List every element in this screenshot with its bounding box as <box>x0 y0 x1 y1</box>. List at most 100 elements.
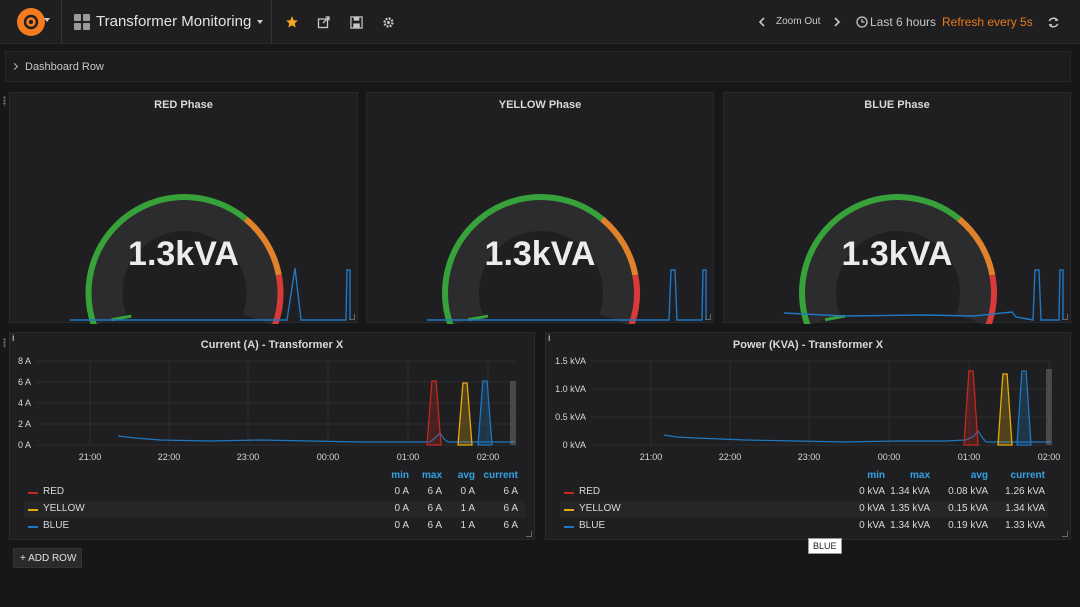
panel-title: Current (A) - Transformer X <box>200 339 344 351</box>
series-name[interactable]: RED <box>43 486 65 497</box>
legend-row-red[interactable]: RED 0 A 6 A 0 A 6 A <box>24 484 526 501</box>
share-icon[interactable] <box>314 12 334 32</box>
legend-header-avg[interactable]: avg <box>457 470 475 481</box>
legend-header-min[interactable]: min <box>867 470 885 481</box>
chevron-left-icon[interactable] <box>752 12 772 32</box>
resize-handle[interactable] <box>526 531 532 537</box>
legend-header-avg[interactable]: avg <box>970 470 988 481</box>
dashboard-picker[interactable]: Transformer Monitoring <box>62 0 272 43</box>
legend-tooltip: BLUE <box>808 538 842 554</box>
current-graph: 8 A 6 A 4 A 2 A 0 A 21:00 22:00 23:00 00:00 01:00… <box>18 356 516 462</box>
row-drag-handle[interactable] <box>3 96 6 106</box>
series-swatch[interactable] <box>28 509 38 511</box>
dashboard-row-header[interactable]: Dashboard Row <box>5 51 1071 82</box>
legend-avg: 0.15 kVA <box>948 503 988 514</box>
y-tick-label: 4 A <box>18 398 31 408</box>
chevron-down-icon <box>257 19 264 24</box>
gauge-crit-band <box>985 274 997 324</box>
legend-max: 6 A <box>427 520 442 531</box>
y-tick-label: 6 A <box>18 377 31 387</box>
legend-header-max[interactable]: max <box>909 470 930 481</box>
legend-row-blue[interactable]: BLUE 0 kVA 1.34 kVA 0.19 kVA 1.33 kVA <box>560 518 1048 535</box>
series-spike-red <box>426 380 442 446</box>
legend-min: 0 kVA <box>859 520 885 531</box>
resize-handle[interactable] <box>1062 531 1068 537</box>
legend-max: 1.34 kVA <box>890 486 930 497</box>
gauge-panel-red: RED Phase 1.3kVA <box>9 92 358 324</box>
gauge-sparkline <box>783 269 1064 321</box>
series-swatch[interactable] <box>28 526 38 528</box>
legend-avg: 1 A <box>460 520 475 531</box>
info-icon[interactable]: i <box>548 333 551 343</box>
legend-min: 0 A <box>394 486 409 497</box>
legend-row-red[interactable]: RED 0 kVA 1.34 kVA 0.08 kVA 1.26 kVA <box>560 484 1048 501</box>
legend-header-current[interactable]: current <box>1010 470 1045 481</box>
legend-current: 6 A <box>503 486 518 497</box>
gauge-value: 1.3kVA <box>128 235 239 273</box>
series-spike-yellow <box>997 373 1013 446</box>
legend-header-max[interactable]: max <box>421 470 442 481</box>
graph-panel-current: i Current (A) - Transformer X 8 A 6 A 4 A 2… <box>9 332 535 540</box>
panel-title: RED Phase <box>154 99 213 111</box>
resize-handle[interactable] <box>705 314 711 320</box>
resize-handle[interactable] <box>1062 314 1068 320</box>
power-graph: 1.5 kVA 1.0 kVA 0.5 kVA 0 kVA 21:00 22:00 23:0… <box>555 356 1060 462</box>
legend-row-blue[interactable]: BLUE 0 A 6 A 1 A 6 A <box>24 518 526 535</box>
series-name[interactable]: YELLOW <box>43 503 85 514</box>
x-tick-label: 23:00 <box>237 452 260 462</box>
star-icon[interactable] <box>282 12 302 32</box>
gauge-crit-band <box>628 274 640 324</box>
legend-avg: 0 A <box>460 486 475 497</box>
gauge-warn-band <box>243 216 282 276</box>
refresh-interval[interactable]: Refresh every 5s <box>942 14 1033 29</box>
grafana-logo[interactable] <box>0 0 62 43</box>
series-spike-blue <box>1016 370 1032 446</box>
series-swatch[interactable] <box>28 492 38 494</box>
time-range-picker[interactable]: Last 6 hours <box>870 14 937 29</box>
legend-current: 1.34 kVA <box>1005 503 1045 514</box>
zoom-out-button[interactable]: Zoom Out <box>776 16 821 27</box>
graph-panel-power: i Power (KVA) - Transformer X 1.5 kVA 1.0… <box>545 332 1071 540</box>
series-name[interactable]: BLUE <box>579 520 606 531</box>
series-swatch[interactable] <box>564 509 574 511</box>
gauge-chart <box>783 194 1064 324</box>
legend-header-current[interactable]: current <box>483 470 518 481</box>
grafana-logo-icon <box>16 7 45 36</box>
legend-header-min[interactable]: min <box>391 470 409 481</box>
gauge-value: 1.3kVA <box>841 235 953 273</box>
gauge-value-indicator <box>824 314 846 322</box>
series-swatch[interactable] <box>564 526 574 528</box>
gauge-crit-band <box>272 274 284 324</box>
gauge-ok-band <box>799 194 962 324</box>
gauge-value: 1.3kVA <box>484 235 596 273</box>
chevron-down-icon <box>44 18 50 22</box>
series-name[interactable]: YELLOW <box>579 503 621 514</box>
series-name[interactable]: RED <box>579 486 601 497</box>
chevron-right-icon[interactable] <box>827 12 847 32</box>
legend-avg: 1 A <box>460 503 475 514</box>
y-tick-label: 2 A <box>18 419 31 429</box>
legend-current: 6 A <box>503 503 518 514</box>
legend-min: 0 kVA <box>859 503 885 514</box>
info-icon[interactable]: i <box>12 333 15 343</box>
legend-avg: 0.19 kVA <box>948 520 988 531</box>
chevron-right-icon <box>10 62 19 71</box>
series-name[interactable]: BLUE <box>43 520 70 531</box>
gauge-value-indicator <box>111 314 132 322</box>
series-swatch[interactable] <box>564 492 574 494</box>
series-edge <box>510 381 516 445</box>
legend-row-yellow[interactable]: YELLOW 0 kVA 1.35 kVA 0.15 kVA 1.34 kVA <box>560 501 1048 518</box>
refresh-icon[interactable] <box>1043 12 1063 32</box>
legend-row-yellow[interactable]: YELLOW 0 A 6 A 1 A 6 A <box>24 501 526 518</box>
x-tick-label: 01:00 <box>397 452 420 462</box>
add-row-button[interactable]: + ADD ROW <box>13 548 82 568</box>
legend-min: 0 kVA <box>859 486 885 497</box>
series-spike-yellow <box>457 382 473 446</box>
y-tick-label: 8 A <box>18 356 31 366</box>
gear-icon[interactable] <box>378 12 398 32</box>
row-drag-handle[interactable] <box>3 338 6 348</box>
save-icon[interactable] <box>346 12 366 32</box>
legend-current: 1.26 kVA <box>1005 486 1045 497</box>
resize-handle[interactable] <box>349 314 355 320</box>
gauge-chart <box>427 194 707 324</box>
